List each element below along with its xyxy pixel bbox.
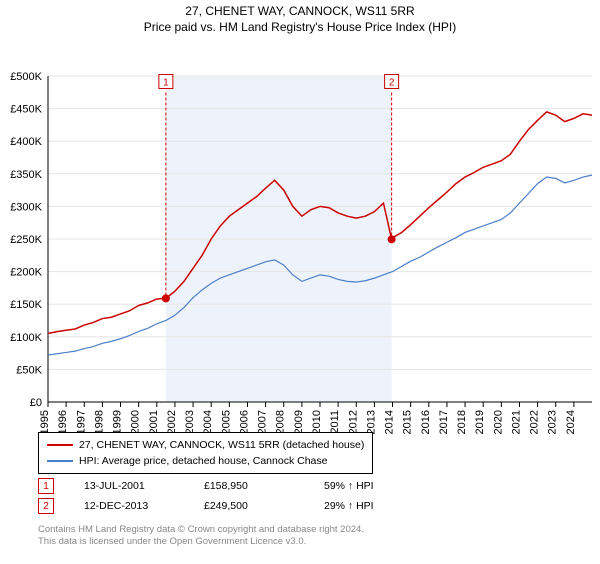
legend-item: 27, CHENET WAY, CANNOCK, WS11 5RR (detac… [47,437,364,453]
chart-title: 27, CHENET WAY, CANNOCK, WS11 5RR [0,4,600,18]
svg-text:2008: 2008 [275,410,287,434]
svg-text:2013: 2013 [365,410,377,434]
legend-label: 27, CHENET WAY, CANNOCK, WS11 5RR (detac… [79,439,364,451]
svg-text:2006: 2006 [238,410,250,434]
svg-text:£350K: £350K [10,169,42,181]
svg-text:1996: 1996 [57,410,69,434]
svg-text:2015: 2015 [402,410,414,434]
marker-price: £249,500 [204,500,294,512]
svg-text:2014: 2014 [384,410,396,434]
svg-text:2000: 2000 [130,410,142,434]
svg-text:2011: 2011 [329,410,341,434]
svg-text:£150K: £150K [10,299,42,311]
svg-text:2: 2 [389,78,395,89]
svg-text:£500K: £500K [10,71,42,83]
svg-text:1999: 1999 [112,410,124,434]
marker-date: 12-DEC-2013 [84,500,174,512]
svg-text:2007: 2007 [257,410,269,434]
svg-text:£0: £0 [30,397,42,409]
svg-text:£100K: £100K [10,332,42,344]
marker-delta: 29% ↑ HPI [324,500,414,512]
svg-text:£50K: £50K [16,364,42,376]
svg-text:2005: 2005 [220,410,232,434]
legend: 27, CHENET WAY, CANNOCK, WS11 5RR (detac… [38,432,373,474]
marker-badge: 2 [38,498,54,514]
svg-text:2012: 2012 [347,410,359,434]
svg-text:£450K: £450K [10,104,42,116]
legend-label: HPI: Average price, detached house, Cann… [79,455,327,467]
svg-text:2021: 2021 [510,410,522,434]
svg-text:£400K: £400K [10,136,42,148]
svg-text:2016: 2016 [420,410,432,434]
legend-swatch [47,444,73,446]
svg-text:1: 1 [163,78,169,89]
svg-text:1997: 1997 [75,410,87,434]
svg-text:2020: 2020 [492,410,504,434]
svg-text:2002: 2002 [166,410,178,434]
svg-text:2023: 2023 [547,410,559,434]
footnote: Contains HM Land Registry data © Crown c… [38,524,364,549]
svg-text:2004: 2004 [202,410,214,434]
marker-row: 1 13-JUL-2001 £158,950 59% ↑ HPI [38,476,414,496]
legend-item: HPI: Average price, detached house, Cann… [47,453,364,469]
svg-text:2001: 2001 [148,410,160,434]
svg-text:2003: 2003 [184,410,196,434]
svg-text:£250K: £250K [10,234,42,246]
svg-text:2019: 2019 [474,410,486,434]
marker-badge: 1 [38,478,54,494]
svg-text:2022: 2022 [529,410,541,434]
marker-table: 1 13-JUL-2001 £158,950 59% ↑ HPI 2 12-DE… [38,476,414,516]
svg-text:2024: 2024 [565,410,577,434]
svg-text:1998: 1998 [93,410,105,434]
marker-row: 2 12-DEC-2013 £249,500 29% ↑ HPI [38,496,414,516]
chart-container: 27, CHENET WAY, CANNOCK, WS11 5RR Price … [0,4,600,564]
svg-text:2009: 2009 [293,410,305,434]
svg-text:2010: 2010 [311,410,323,434]
marker-price: £158,950 [204,480,294,492]
legend-swatch [47,460,73,462]
footnote-line: Contains HM Land Registry data © Crown c… [38,524,364,536]
footnote-line: This data is licensed under the Open Gov… [38,536,364,548]
marker-date: 13-JUL-2001 [84,480,174,492]
marker-delta: 59% ↑ HPI [324,480,414,492]
line-chart: £0 £50K £100K £150K £200K £250K £300K £350K £400… [0,34,600,444]
svg-text:£200K: £200K [10,267,42,279]
chart-subtitle: Price paid vs. HM Land Registry's House … [0,20,600,34]
svg-text:1995: 1995 [39,410,51,434]
svg-text:£300K: £300K [10,201,42,213]
svg-text:2018: 2018 [456,410,468,434]
svg-text:2017: 2017 [438,410,450,434]
